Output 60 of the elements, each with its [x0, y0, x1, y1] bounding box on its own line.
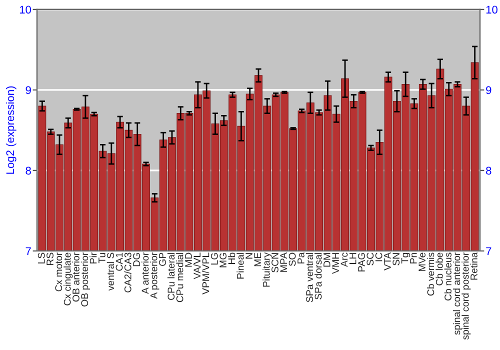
- y-axis-title: Log2 (expression): [6, 86, 16, 174]
- x-tick-label: CA1: [116, 252, 123, 271]
- y2-tick-label: 9: [486, 86, 492, 94]
- x-tick-label: SPa ventral: [306, 252, 314, 302]
- x-tick-label: VA/VL: [193, 252, 201, 280]
- x-tick-label: LG: [210, 253, 218, 265]
- x-tick-label: Tu: [98, 252, 106, 264]
- x-tick-label: Tg: [401, 252, 410, 264]
- x-tick-label: A posterior: [150, 252, 160, 299]
- x-tick-label: ME: [254, 252, 262, 266]
- x-tick-label: LS: [38, 252, 45, 264]
- x-tick-label: MPA: [280, 252, 287, 272]
- y-tick-label: 8: [26, 166, 31, 175]
- x-tick-label: Cx cingulate: [64, 252, 73, 306]
- x-tick-label: DG: [133, 253, 140, 266]
- x-tick-label: SC: [366, 252, 374, 266]
- x-tick-label: Pa: [298, 252, 304, 264]
- x-tick-label: SN: [392, 253, 400, 266]
- x-tick-label: spinal cord posterior: [462, 252, 471, 340]
- x-tick-label: IC: [375, 252, 382, 262]
- y2-tick-label: 7: [486, 247, 492, 255]
- y-tick-label: 10: [20, 6, 32, 14]
- x-tick-label: SCN: [272, 253, 278, 272]
- y2-tick-label: 8: [486, 166, 492, 175]
- x-tick-label: MG: [220, 253, 226, 268]
- x-tick-label: Pituitary: [262, 252, 272, 287]
- x-tick-label: PAG: [358, 253, 365, 272]
- x-tick-label: Arc: [340, 252, 348, 267]
- x-tick-label: A anterior: [141, 252, 149, 294]
- x-tick-label: MVe: [418, 252, 426, 271]
- x-tick-label: Cb lobe: [436, 252, 443, 286]
- x-tick-label: Pn: [410, 252, 417, 264]
- x-tick-label: OB anterior: [72, 252, 80, 302]
- x-tick-label: DM: [324, 253, 330, 267]
- x-tick-label: SO: [288, 252, 296, 266]
- x-tick-label: VPM/VPL: [202, 252, 210, 294]
- x-tick-label: GP: [159, 252, 166, 266]
- x-tick-label: N: [246, 253, 252, 259]
- x-tick-label: Retina: [470, 252, 478, 280]
- x-tick-label: Cb vermis: [427, 252, 434, 296]
- x-tick-label: VMH: [332, 253, 339, 274]
- x-tick-label: CPu medial: [176, 252, 184, 302]
- x-tick-label: VTA: [384, 252, 391, 270]
- x-tick-label: Hb: [228, 252, 236, 264]
- x-tick-label: MD: [185, 252, 192, 267]
- y-tick-label: 7: [26, 247, 31, 255]
- x-tick-label: Pir: [90, 252, 97, 264]
- y-tick-label: 9: [26, 86, 31, 94]
- x-tick-label: CPu lateral: [167, 252, 175, 300]
- x-tick-label: Cb nucleus: [444, 252, 452, 300]
- x-tick-label: ventral S: [106, 252, 114, 291]
- x-tick-label: LH: [350, 253, 356, 264]
- x-tick-label: CA2/CA3: [124, 252, 132, 292]
- x-tick-label: Pineal: [236, 252, 244, 279]
- x-tick-label: SPa dorsal: [314, 252, 322, 300]
- x-tick-label: RS: [46, 252, 54, 266]
- y2-tick-label: 10: [486, 6, 498, 14]
- x-tick-label: spinal cord anterior: [452, 252, 462, 335]
- x-tick-label: OB posterior: [80, 252, 90, 306]
- x-tick-label: Cx motor: [55, 252, 62, 292]
